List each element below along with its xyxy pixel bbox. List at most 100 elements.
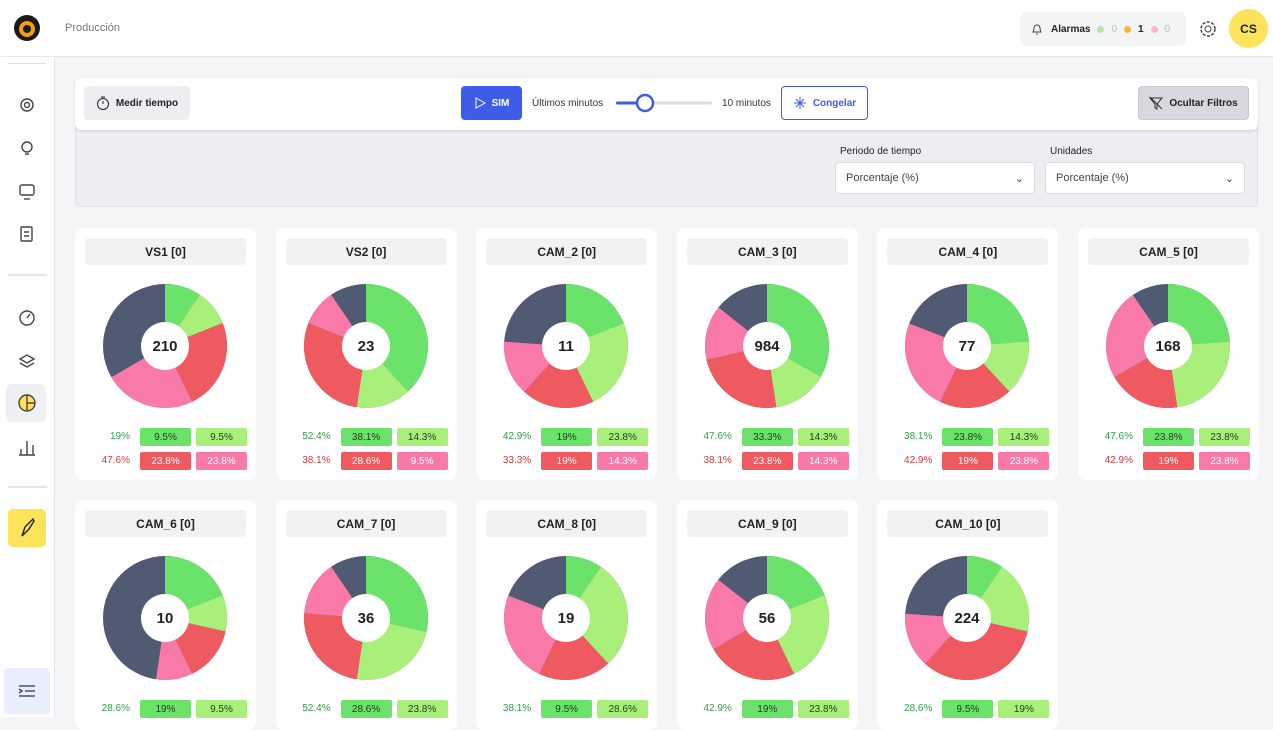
filter-panel: Medir tiempo SIM Últimos minutos 10 minu… (75, 78, 1258, 207)
pie-count: 168 (1155, 338, 1180, 355)
range-value: 10 minutos (722, 98, 771, 109)
stat-green: 23.8% (1143, 428, 1194, 446)
sidebar (0, 57, 55, 717)
stat-red: 23.8% (1199, 452, 1250, 470)
stat-green: 9.5% (196, 700, 247, 718)
stat-green: 23.8% (942, 428, 994, 446)
avatar[interactable]: CS (1229, 9, 1268, 48)
dot (1097, 25, 1105, 33)
total-green: 52.4% (302, 431, 331, 442)
stat-green: 23.8% (597, 428, 649, 446)
play-icon (475, 97, 486, 109)
pie-slice (365, 284, 428, 392)
total-red: 47.6% (101, 455, 130, 466)
stat-green: 9.5% (942, 700, 994, 718)
stat-green: 9.5% (140, 428, 191, 446)
range-label: Últimos minutos (532, 98, 604, 109)
select[interactable]: Porcentaje (%) ⌄ (835, 162, 1035, 194)
divider (8, 63, 46, 64)
timer-icon (96, 96, 109, 110)
pie-slice (524, 346, 594, 408)
freeze-button[interactable]: Congelar (781, 86, 868, 120)
sim-button[interactable]: SIM (461, 86, 522, 120)
alarm-count: 0 (1111, 23, 1118, 35)
pie-count: 224 (955, 610, 981, 627)
pie: 56 (704, 556, 829, 680)
total-green: 28.6% (904, 703, 933, 714)
pie: 210 (103, 284, 227, 408)
total-green: 38.1% (502, 703, 532, 714)
pie-count: 11 (558, 338, 574, 355)
card-title: VS1 [0] (85, 238, 246, 265)
pie-count: 19 (558, 610, 575, 627)
stat-green: 19% (741, 700, 793, 718)
stat-green: 19% (140, 700, 191, 718)
card-title: CAM_7 [0] (285, 510, 447, 537)
total-red: 33.3% (502, 455, 532, 466)
stat-red: 23.8% (741, 452, 793, 470)
stat-green: 19% (998, 700, 1050, 718)
card-title: CAM_8 [0] (486, 510, 648, 537)
measure-button[interactable]: Medir tiempo (84, 86, 190, 120)
select[interactable]: Porcentaje (%) ⌄ (1045, 162, 1245, 194)
stat-red: 14.3% (597, 452, 649, 470)
pie-hole (1144, 322, 1192, 370)
pie: 77 (905, 284, 1030, 408)
pie: 168 (1106, 284, 1230, 408)
pie-hole (742, 594, 791, 642)
stat-green: 14.3% (797, 428, 849, 446)
pie-hole (341, 594, 390, 642)
alarm-count: 1 (1138, 23, 1144, 35)
card: CAM_8 [0] 19 38.1% 9.5% 28.6% (476, 500, 658, 730)
total-green: 28.6% (101, 703, 130, 714)
pie-slice (566, 566, 629, 664)
pie-slice (1106, 294, 1168, 378)
card: CAM_6 [0] 10 28.6% 19% 9.5% (75, 500, 256, 730)
total-green: 47.6% (1104, 431, 1133, 442)
pie: 984 (704, 284, 829, 408)
card: CAM_2 [0] 11 42.9% 19% 23.8% 33.3% 19% 14.3% (476, 228, 658, 480)
card-title: CAM_6 [0] (85, 510, 246, 537)
pie-count: 10 (157, 610, 174, 627)
pie-slice (539, 618, 609, 680)
total-green: 38.1% (904, 431, 933, 442)
filter-icon (1149, 96, 1164, 110)
pie-hole (943, 594, 992, 642)
dot (1124, 25, 1132, 33)
range-slider[interactable] (613, 92, 715, 114)
stat-green: 28.6% (597, 700, 649, 718)
alarm-count: 0 (1164, 23, 1171, 35)
stat-red: 9.5% (396, 452, 448, 470)
filter-label: Periodo de tiempo (840, 146, 922, 157)
pie-count: 23 (357, 338, 374, 355)
card: CAM_9 [0] 56 42.9% 19% 23.8% (676, 500, 858, 730)
pie-slice (704, 579, 767, 650)
pie-hole (341, 322, 390, 370)
snow-icon (793, 97, 806, 109)
card: CAM_5 [0] 168 47.6% 23.8% 23.8% 42.9% 19% 23.8% (1078, 228, 1259, 480)
pie-hole (742, 322, 791, 370)
pie: 11 (504, 284, 629, 408)
pie-hole (943, 322, 992, 370)
stat-red: 23.8% (998, 452, 1050, 470)
stat-green: 14.3% (396, 428, 448, 446)
total-green: 52.4% (302, 703, 331, 714)
stat-red: 23.8% (140, 452, 191, 470)
card-title: VS2 [0] (285, 238, 447, 265)
pie-count: 56 (758, 610, 775, 627)
select-value: Porcentaje (%) (1056, 172, 1129, 184)
hide-filters-button[interactable]: Ocultar Filtros (1138, 86, 1249, 120)
alarms[interactable]: Alarmas 0 1 0 (1020, 12, 1186, 46)
stat-green: 23.8% (797, 700, 849, 718)
stat-red: 19% (942, 452, 994, 470)
total-red: 38.1% (302, 455, 331, 466)
settings-icon[interactable] (1198, 19, 1218, 39)
card-title: CAM_3 [0] (686, 238, 848, 265)
card-title: CAM_5 [0] (1088, 238, 1249, 265)
nav-icons (4, 98, 50, 714)
chevron: ⌄ (1014, 173, 1024, 185)
stat-red: 23.8% (196, 452, 247, 470)
total-green: 19% (109, 431, 130, 442)
pie: 224 (905, 556, 1030, 680)
card: CAM_7 [0] 36 52.4% 28.6% 23.8% (275, 500, 457, 730)
